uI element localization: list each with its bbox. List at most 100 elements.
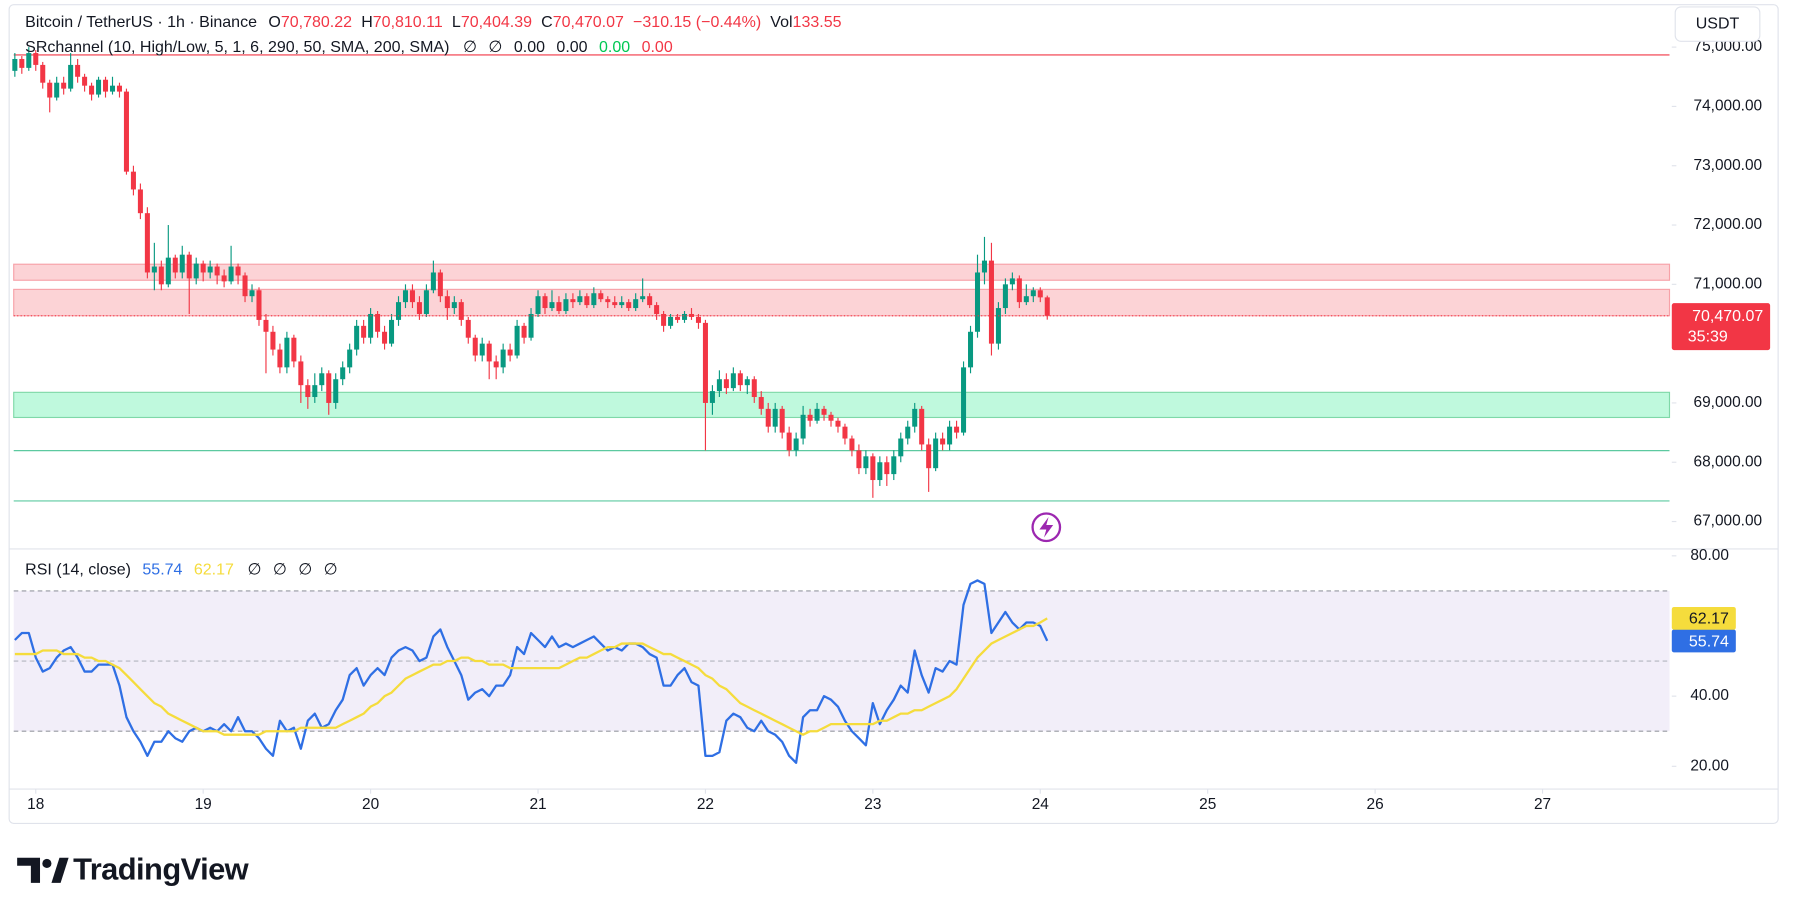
candle-body bbox=[382, 331, 388, 344]
candle-body bbox=[493, 361, 499, 368]
candle-body bbox=[68, 64, 74, 89]
rsi-tick-label: 40.00 bbox=[1690, 687, 1729, 704]
candle-body bbox=[179, 254, 185, 273]
candle-body bbox=[458, 302, 464, 320]
y-tick-label: 71,000.00 bbox=[1694, 275, 1763, 292]
candle-body bbox=[556, 302, 562, 312]
candle-body bbox=[598, 293, 604, 300]
candle-body bbox=[186, 254, 192, 279]
legend-main: Bitcoin / TetherUS · 1h · Binance O70,780… bbox=[25, 14, 841, 31]
candle-body bbox=[158, 266, 164, 285]
price-tag-value: 70,470.07 bbox=[1692, 308, 1763, 325]
candle-body bbox=[82, 76, 88, 86]
candle-body bbox=[40, 64, 46, 83]
candle-body bbox=[751, 379, 757, 398]
candle-body bbox=[1044, 297, 1050, 316]
candle-body bbox=[284, 337, 290, 368]
candle-body bbox=[340, 367, 346, 380]
rsi-legend-value: 55.74 bbox=[142, 562, 182, 579]
candle-body bbox=[856, 450, 862, 469]
ohlc-value: 70,470.07 bbox=[553, 14, 624, 31]
candle-body bbox=[26, 53, 32, 68]
ohlc-key: L bbox=[452, 14, 461, 31]
candle-body bbox=[814, 408, 820, 421]
rsi-extra: ∅ bbox=[248, 562, 262, 579]
candle-body bbox=[612, 302, 618, 306]
candle-body bbox=[940, 438, 946, 445]
candle-body bbox=[375, 313, 381, 332]
candle-body bbox=[995, 308, 1001, 344]
candle-body bbox=[988, 260, 994, 344]
candle-body bbox=[228, 266, 234, 282]
candle-body bbox=[507, 349, 513, 356]
candle-body bbox=[207, 266, 213, 273]
rsi-line bbox=[14, 579, 1049, 764]
chart-frame bbox=[8, 4, 1779, 824]
candle-body bbox=[437, 272, 443, 297]
candle-body bbox=[500, 349, 506, 368]
currency-label[interactable]: USDT bbox=[1696, 15, 1740, 32]
candle-body bbox=[486, 343, 492, 362]
candle-body bbox=[675, 316, 681, 320]
rsi-legend-value: 62.17 bbox=[194, 562, 234, 579]
candle-body bbox=[423, 290, 429, 314]
candle-body bbox=[326, 373, 332, 403]
candle-body bbox=[954, 426, 960, 433]
candle-body bbox=[898, 438, 904, 457]
rsi-extra: ∅ bbox=[273, 562, 287, 579]
rsi-tag-value: 62.17 bbox=[1689, 611, 1729, 628]
sr-zone bbox=[13, 263, 1671, 281]
candle-body bbox=[1037, 290, 1043, 298]
candle-body bbox=[905, 426, 911, 439]
candle-body bbox=[389, 319, 395, 344]
candle-body bbox=[395, 302, 402, 320]
currency-button[interactable] bbox=[1674, 6, 1761, 42]
candle-body bbox=[786, 432, 792, 451]
y-tick-label: 74,000.00 bbox=[1694, 98, 1763, 115]
candle-body bbox=[640, 296, 646, 300]
candle-body bbox=[12, 58, 18, 71]
candle-body bbox=[89, 85, 95, 95]
x-tick-label: 18 bbox=[27, 796, 44, 813]
candle-body bbox=[130, 171, 136, 190]
candle-body bbox=[974, 272, 981, 332]
candle-body bbox=[605, 299, 611, 303]
rsi-line bbox=[14, 617, 1048, 736]
sr-value: 0.00 bbox=[599, 39, 630, 56]
candle-body bbox=[542, 296, 548, 309]
candle-body bbox=[1002, 284, 1008, 309]
candle-body bbox=[633, 299, 639, 309]
ohlc-value: 70,810.11 bbox=[373, 14, 443, 31]
candle-body bbox=[277, 349, 283, 368]
candle-body bbox=[744, 379, 750, 386]
candle-body bbox=[221, 275, 227, 282]
rsi-tag-value: 55.74 bbox=[1689, 633, 1729, 650]
candle-body bbox=[779, 408, 785, 433]
candle-body bbox=[891, 456, 897, 475]
rsi-extra: ∅ bbox=[298, 562, 312, 579]
logo-mark bbox=[17, 857, 41, 883]
legend-rsi: RSI (14, close) 55.74 62.17 ∅ ∅ ∅ ∅ bbox=[25, 562, 338, 579]
candle-body bbox=[800, 414, 806, 439]
price-tag bbox=[1671, 303, 1771, 351]
candle-body bbox=[563, 299, 569, 312]
candle-body bbox=[626, 302, 632, 309]
brand-name: TradingView bbox=[73, 852, 249, 887]
candle-body bbox=[584, 296, 590, 306]
legend-sr: SRchannel (10, High/Low, 5, 1, 6, 290, 5… bbox=[25, 39, 673, 56]
candle-body bbox=[333, 379, 339, 403]
candle-body bbox=[319, 373, 325, 386]
candle-body bbox=[172, 257, 178, 273]
x-tick-label: 22 bbox=[697, 796, 714, 813]
candle-body bbox=[444, 296, 450, 309]
rsi-extra: ∅ bbox=[324, 562, 338, 579]
sr-value: 0.00 bbox=[642, 39, 673, 56]
candle-body bbox=[668, 316, 674, 326]
candle-body bbox=[479, 343, 485, 356]
candle-body bbox=[619, 302, 625, 306]
candle-body bbox=[61, 82, 67, 89]
candle-body bbox=[870, 456, 876, 481]
candle-body bbox=[730, 373, 736, 389]
candle-body bbox=[256, 290, 262, 320]
x-tick-label: 26 bbox=[1367, 796, 1384, 813]
